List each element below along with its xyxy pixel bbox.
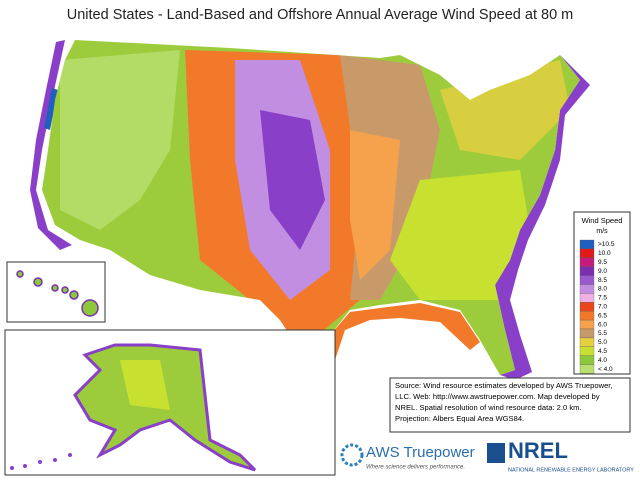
legend-unit: m/s	[596, 228, 608, 235]
offshore-gulf	[330, 303, 480, 360]
legend-label: 9.0	[598, 268, 607, 275]
legend-swatch	[579, 284, 595, 294]
legend-title: Wind Speed	[582, 216, 623, 225]
legend-swatch	[579, 328, 595, 339]
legend-swatch	[579, 302, 595, 312]
source-line: NREL. Spatial resolution of wind resourc…	[395, 403, 582, 412]
land-midwest-orange	[350, 130, 400, 280]
legend-label: 8.0	[598, 286, 607, 293]
legend-label: 5.0	[598, 339, 607, 346]
source-line: Source: Wind resource estimates develope…	[395, 381, 613, 390]
legend-label: 10.0	[598, 250, 611, 257]
land-plains-purple	[260, 110, 325, 250]
legend-swatch	[579, 293, 595, 303]
aws-name: AWS Truepower	[366, 444, 475, 461]
source-line: LLC. Web: http://www.awstruepower.com. M…	[395, 392, 600, 401]
source-box	[389, 377, 631, 433]
legend-swatch	[579, 311, 595, 321]
hawaii-islands	[16, 270, 99, 317]
legend-label: 4.0	[598, 357, 607, 364]
legend-swatch	[579, 346, 595, 356]
nrel-name: NREL	[508, 438, 568, 463]
legend-items: >10.5 10.0 9.5 9.0 8.5 8.0 7.57.0 6.5 6.0 5.5 5.0 4…	[579, 239, 615, 374]
legend-label: 9.5	[598, 259, 607, 266]
legend-label: 6.0	[598, 321, 607, 328]
legend-swatch	[579, 266, 595, 276]
legend-swatch	[579, 248, 595, 258]
legend-label: 8.5	[598, 277, 607, 284]
aleutians	[10, 453, 72, 470]
legend-swatch	[579, 337, 595, 347]
legend-label: 6.5	[598, 312, 607, 319]
conus-map	[42, 40, 580, 375]
nrel-logo: NREL NATIONAL RENEWABLE ENERGY LABORATOR…	[487, 438, 634, 473]
legend-swatch	[579, 257, 595, 267]
nrel-full: NATIONAL RENEWABLE ENERGY LABORATORY	[508, 467, 634, 473]
nrel-mark	[487, 443, 505, 463]
source-line: Projection: Albers Equal Area WGS84.	[395, 414, 524, 423]
legend-label: 5.5	[598, 330, 607, 337]
map-title: United States - Land-Based and Offshore …	[67, 7, 574, 23]
offshore-atlantic	[495, 55, 590, 380]
source-text: Source: Wind resource estimates develope…	[395, 381, 613, 423]
legend-swatch	[579, 239, 595, 250]
legend-label: >10.5	[598, 241, 615, 248]
legend-swatch	[579, 364, 595, 374]
aws-tagline: Where science delivers performance.	[366, 465, 465, 471]
legend-swatch	[579, 319, 595, 330]
legend-swatch	[579, 275, 595, 285]
land-southeast	[390, 170, 530, 300]
legend-label: < 4.0	[598, 366, 613, 373]
legend-label: 7.5	[598, 295, 607, 302]
land-west	[60, 50, 180, 230]
offshore-pacific-high	[44, 88, 58, 130]
alaska-interior	[120, 360, 170, 410]
legend-label: 4.5	[598, 348, 607, 355]
aws-mark	[340, 443, 364, 467]
legend-swatch	[579, 355, 595, 365]
aws-logo: AWS Truepower Where science delivers per…	[340, 443, 475, 471]
legend-label: 7.0	[598, 303, 607, 310]
offshore-pacific	[30, 40, 72, 250]
